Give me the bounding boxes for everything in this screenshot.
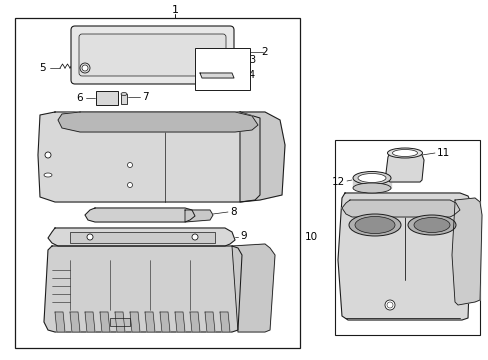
Bar bbox=[195, 48, 249, 90]
Text: 5: 5 bbox=[40, 63, 46, 73]
Text: 8: 8 bbox=[229, 207, 236, 217]
Polygon shape bbox=[55, 312, 65, 332]
Text: 11: 11 bbox=[436, 148, 449, 158]
Text: 6: 6 bbox=[77, 93, 83, 103]
Bar bbox=[96, 91, 118, 105]
Polygon shape bbox=[341, 200, 459, 217]
Polygon shape bbox=[204, 312, 215, 332]
FancyBboxPatch shape bbox=[79, 34, 225, 76]
Polygon shape bbox=[160, 312, 170, 332]
Polygon shape bbox=[231, 244, 274, 332]
Ellipse shape bbox=[413, 217, 449, 233]
Circle shape bbox=[192, 234, 198, 240]
Polygon shape bbox=[100, 312, 110, 332]
Ellipse shape bbox=[352, 183, 390, 193]
Circle shape bbox=[384, 300, 394, 310]
Polygon shape bbox=[145, 312, 155, 332]
Bar bbox=[110, 318, 130, 326]
Polygon shape bbox=[48, 228, 235, 246]
Circle shape bbox=[87, 234, 93, 240]
Ellipse shape bbox=[392, 149, 417, 157]
Text: 7: 7 bbox=[142, 92, 148, 102]
Ellipse shape bbox=[357, 174, 385, 183]
Polygon shape bbox=[240, 112, 285, 202]
Bar bbox=[121, 94, 127, 104]
Polygon shape bbox=[175, 312, 184, 332]
Circle shape bbox=[82, 65, 88, 71]
Polygon shape bbox=[130, 312, 140, 332]
Text: 3: 3 bbox=[248, 55, 255, 65]
Polygon shape bbox=[58, 112, 258, 132]
Circle shape bbox=[386, 302, 392, 308]
Ellipse shape bbox=[354, 216, 394, 234]
Circle shape bbox=[127, 162, 132, 167]
Bar bbox=[70, 232, 215, 243]
Polygon shape bbox=[85, 208, 195, 222]
Bar bbox=[334, 140, 479, 335]
Text: 1: 1 bbox=[171, 5, 178, 15]
Polygon shape bbox=[451, 198, 481, 305]
Circle shape bbox=[45, 152, 51, 158]
Text: 10: 10 bbox=[304, 232, 317, 242]
Ellipse shape bbox=[386, 148, 422, 158]
Circle shape bbox=[80, 63, 90, 73]
Ellipse shape bbox=[44, 173, 52, 177]
Polygon shape bbox=[85, 312, 95, 332]
Ellipse shape bbox=[348, 214, 400, 236]
Text: 9: 9 bbox=[240, 231, 246, 241]
Polygon shape bbox=[70, 312, 80, 332]
Polygon shape bbox=[38, 112, 260, 202]
Polygon shape bbox=[220, 312, 229, 332]
Polygon shape bbox=[385, 153, 423, 182]
FancyBboxPatch shape bbox=[71, 26, 234, 84]
Polygon shape bbox=[115, 312, 125, 332]
Text: 4: 4 bbox=[248, 70, 255, 80]
Circle shape bbox=[127, 183, 132, 188]
Polygon shape bbox=[352, 178, 390, 188]
Polygon shape bbox=[337, 193, 471, 320]
Polygon shape bbox=[200, 73, 234, 78]
Polygon shape bbox=[44, 246, 242, 332]
Text: 12: 12 bbox=[331, 177, 345, 187]
Polygon shape bbox=[190, 312, 200, 332]
Ellipse shape bbox=[352, 171, 390, 184]
Ellipse shape bbox=[407, 215, 455, 235]
Bar bbox=[15, 18, 299, 348]
Ellipse shape bbox=[121, 93, 127, 95]
Polygon shape bbox=[184, 210, 213, 222]
Text: 2: 2 bbox=[261, 47, 268, 57]
